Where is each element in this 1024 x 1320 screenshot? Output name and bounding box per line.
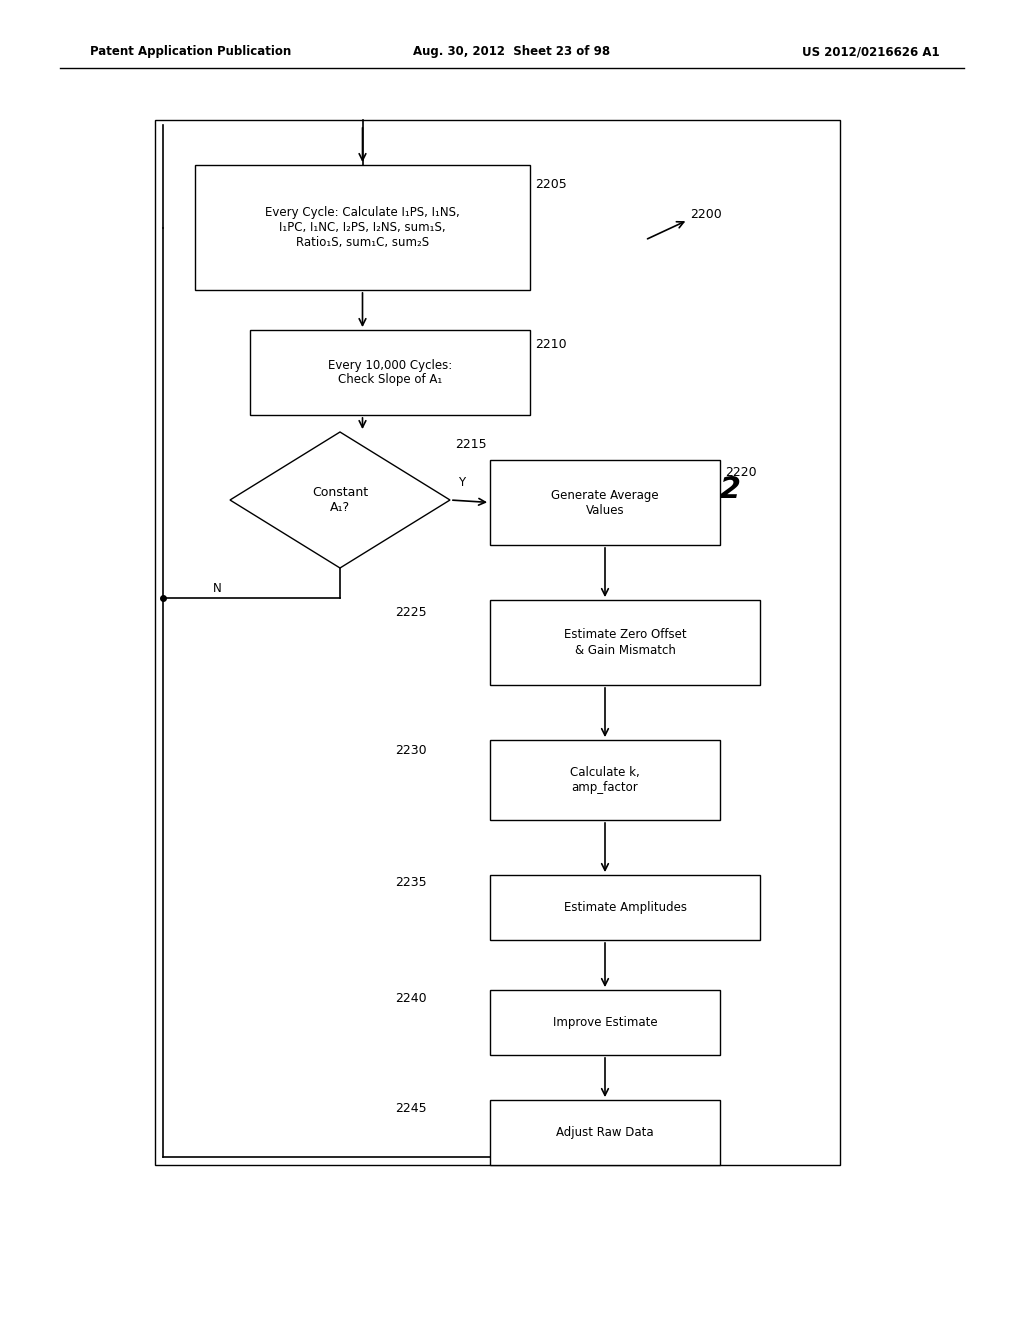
Text: 2230: 2230 <box>395 743 427 756</box>
Text: Generate Average
Values: Generate Average Values <box>551 488 658 516</box>
Bar <box>490 741 720 820</box>
Text: Every 10,000 Cycles:
Check Slope of A₁: Every 10,000 Cycles: Check Slope of A₁ <box>328 359 453 387</box>
Text: Patent Application Publication: Patent Application Publication <box>90 45 291 58</box>
Text: Every Cycle: Calculate I₁PS, I₁NS,
I₁PC, I₁NC, I₂PS, I₂NS, sum₁S,
Ratio₁S, sum₁C: Every Cycle: Calculate I₁PS, I₁NS, I₁PC,… <box>265 206 460 249</box>
Bar <box>155 120 840 1166</box>
Text: Estimate Amplitudes: Estimate Amplitudes <box>563 902 686 913</box>
Text: US 2012/0216626 A1: US 2012/0216626 A1 <box>803 45 940 58</box>
Text: 2240: 2240 <box>395 991 427 1005</box>
Text: 2225: 2225 <box>395 606 427 619</box>
Text: Y: Y <box>458 475 465 488</box>
Text: Constant
A₁?: Constant A₁? <box>312 486 368 513</box>
Bar <box>490 1100 720 1166</box>
Text: Estimate Zero Offset
& Gain Mismatch: Estimate Zero Offset & Gain Mismatch <box>563 628 686 656</box>
Text: Improve Estimate: Improve Estimate <box>553 1016 657 1030</box>
Bar <box>490 990 720 1055</box>
Bar <box>490 875 760 940</box>
Bar <box>195 165 530 290</box>
Text: 2215: 2215 <box>455 438 486 451</box>
Text: 2235: 2235 <box>395 875 427 888</box>
Text: Aug. 30, 2012  Sheet 23 of 98: Aug. 30, 2012 Sheet 23 of 98 <box>414 45 610 58</box>
Text: 2210: 2210 <box>535 338 566 351</box>
Text: 2200: 2200 <box>690 209 722 222</box>
Bar <box>490 459 720 545</box>
Text: Calculate k,
amp_factor: Calculate k, amp_factor <box>570 766 640 795</box>
Bar <box>490 601 760 685</box>
Text: 2245: 2245 <box>395 1101 427 1114</box>
Text: FIG. 22: FIG. 22 <box>618 475 741 504</box>
Text: 2220: 2220 <box>725 466 757 479</box>
Bar <box>250 330 530 414</box>
Text: Adjust Raw Data: Adjust Raw Data <box>556 1126 653 1139</box>
Text: 2205: 2205 <box>535 178 566 191</box>
Text: N: N <box>213 582 222 594</box>
Polygon shape <box>230 432 450 568</box>
